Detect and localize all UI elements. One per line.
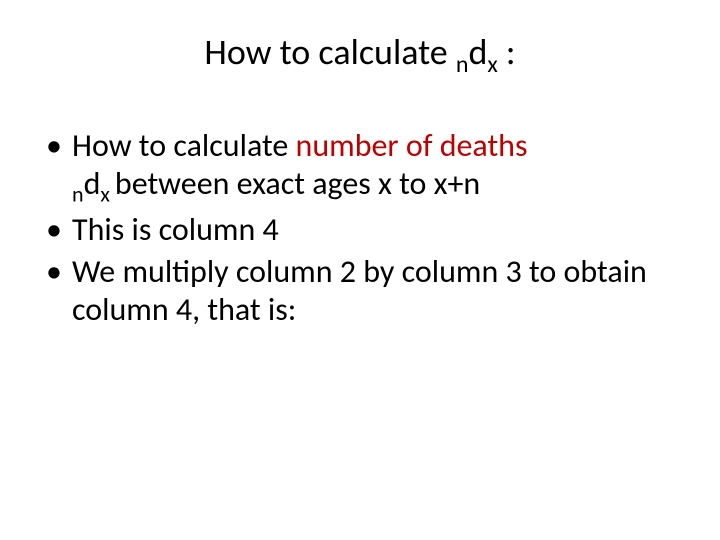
- ndx-x: x: [100, 180, 115, 207]
- bullet-list: How to calculate number of deaths ndx be…: [40, 127, 680, 328]
- bullet-1-ndx: ndx: [72, 164, 115, 203]
- ndx-d: d: [84, 164, 101, 203]
- title-d: d: [468, 30, 487, 74]
- ndx-n: n: [72, 180, 84, 207]
- slide: How to calculate ndx : How to calculate …: [0, 0, 720, 540]
- title-sub-x: x: [487, 50, 497, 79]
- bullet-1-prefix: How to calculate: [72, 126, 296, 165]
- bullet-2: This is column 4: [40, 211, 680, 249]
- bullet-3: We multiply column 2 by column 3 to obta…: [40, 253, 680, 329]
- bullet-1-red: number of deaths: [296, 126, 528, 165]
- title-prefix: How to calculate: [204, 30, 455, 74]
- slide-title: How to calculate ndx :: [40, 30, 680, 79]
- bullet-1: How to calculate number of deaths ndx be…: [40, 127, 680, 207]
- title-sub-n: n: [456, 50, 469, 79]
- title-suffix: :: [498, 30, 516, 74]
- bullet-1-rest: between exact ages x to x+n: [115, 164, 480, 203]
